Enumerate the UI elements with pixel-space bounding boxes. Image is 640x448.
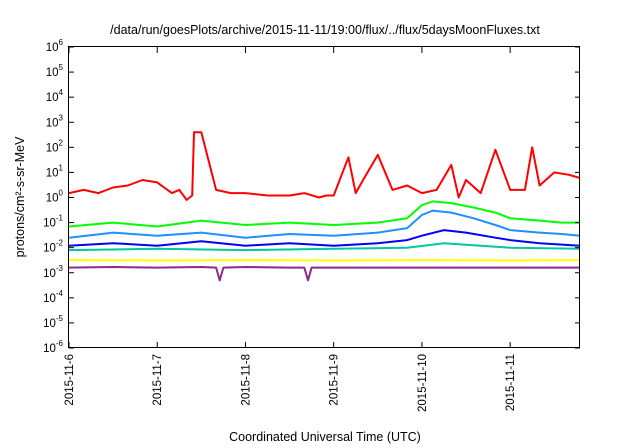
series-line-4	[68, 229, 581, 247]
y-axis-label: protons/cm²-s-sr-MeV	[13, 136, 27, 258]
chart-title: /data/run/goesPlots/archive/2015-11-11/1…	[110, 23, 540, 37]
y-tick-label: 10-1	[43, 214, 63, 230]
series-line-2	[68, 200, 580, 228]
series-layer	[68, 131, 581, 282]
y-tick-label: 10-3	[43, 264, 63, 280]
y-tick-label: 100	[46, 189, 64, 205]
x-tick-label: 2015-11-6	[64, 354, 76, 406]
x-tick-label: 2015-11-7	[152, 354, 164, 406]
x-axis: 2015-11-6 2015-11-7 2015-11-8 2015-11-9 2015…	[64, 47, 517, 412]
y-axis: 10-6 10-5 10-4 10-3 10-2 10-1 100 101 102 103 104 1…	[43, 38, 580, 355]
series-line-5	[68, 242, 581, 252]
y-tick-label: 105	[46, 63, 64, 79]
y-tick-label: 10-5	[43, 314, 63, 330]
y-tick-label: 104	[46, 88, 64, 104]
x-tick-label: 2015-11-11	[505, 354, 517, 411]
series-line-1	[68, 131, 581, 201]
x-tick-label: 2015-11-9	[329, 354, 341, 406]
y-tick-label: 106	[46, 38, 64, 54]
y-tick-label: 101	[46, 163, 64, 179]
x-tick-label: 2015-11-10	[417, 354, 429, 412]
x-axis-label: Coordinated Universal Time (UTC)	[229, 430, 421, 444]
x-tick-label: 2015-11-8	[241, 354, 253, 406]
y-tick-label: 102	[46, 138, 64, 154]
y-tick-label: 10-4	[43, 289, 63, 305]
y-tick-label: 10-6	[43, 339, 63, 355]
series-line-7	[68, 266, 580, 282]
y-tick-label: 103	[46, 113, 64, 129]
series-line-3	[68, 209, 581, 239]
y-tick-label: 10-2	[43, 239, 63, 255]
